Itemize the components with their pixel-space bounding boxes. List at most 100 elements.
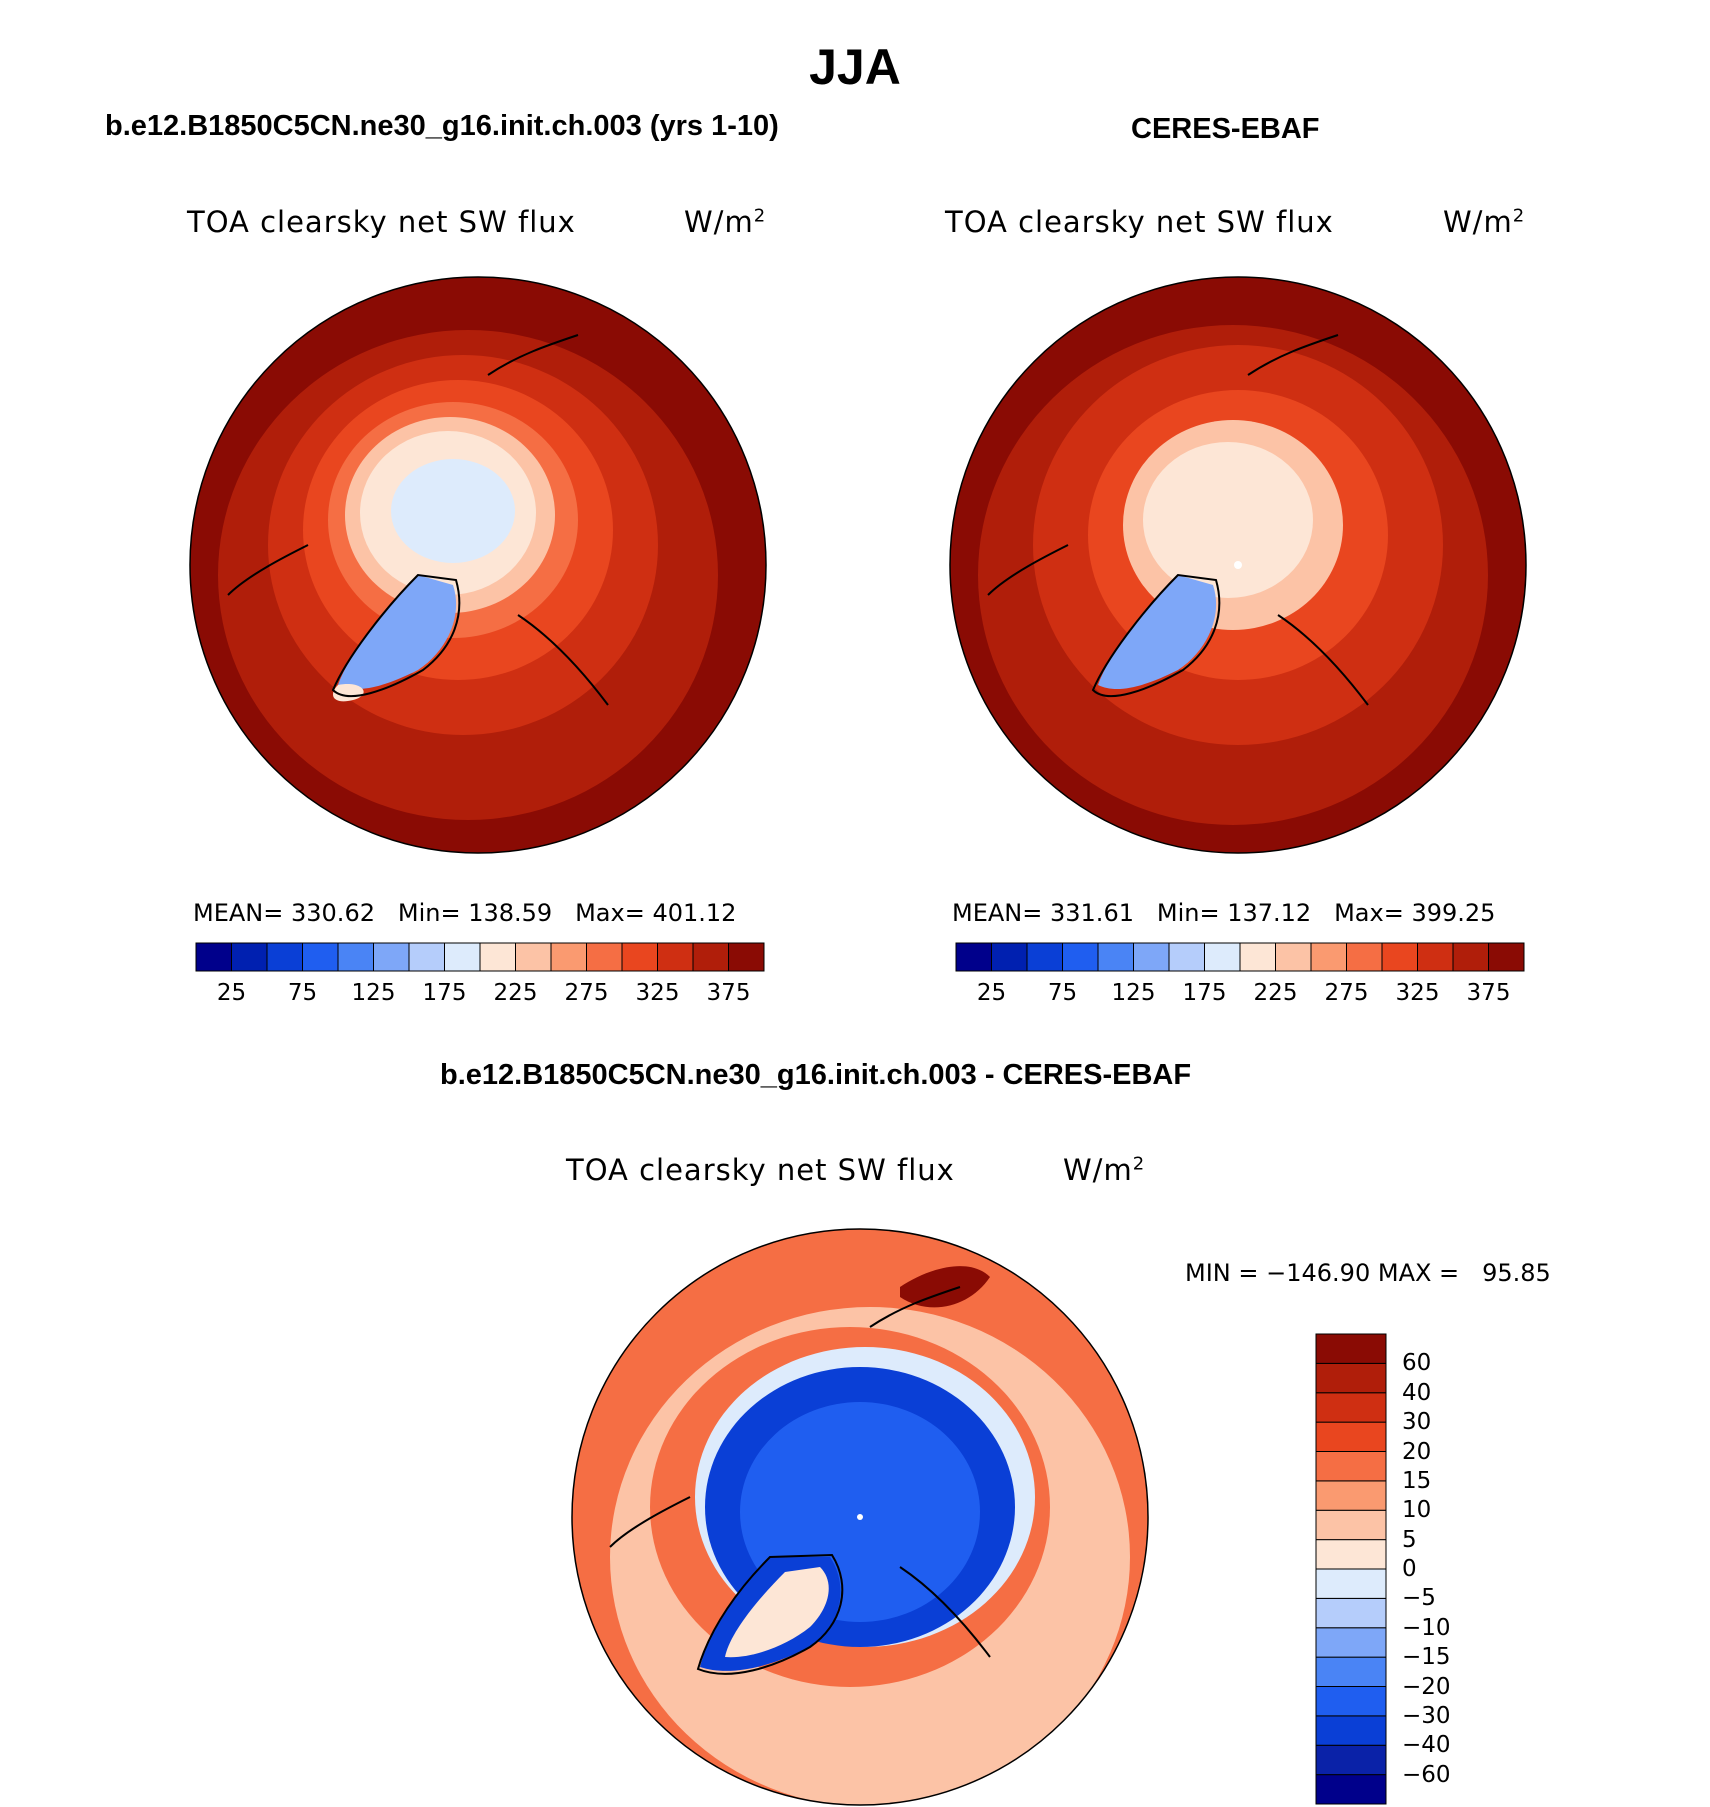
colorbar-swatch: [1315, 1362, 1387, 1394]
colorbar-swatch: [1315, 1744, 1387, 1776]
colorbar-swatch: [621, 942, 658, 972]
units-label: W/m2: [684, 205, 767, 239]
stats-line: MEAN= 330.62 Min= 138.59 Max= 401.12: [193, 899, 737, 927]
colorbar-swatch: [1315, 1715, 1387, 1746]
colorbar-tick-label: −30: [1402, 1702, 1451, 1729]
colorbar-swatch: [1315, 1392, 1387, 1423]
polar-map-model: [189, 276, 767, 854]
colorbar-ticks: −60 −40 −30 −20 −15 −10 −5 0 5 10 15 20 30 40 60: [1402, 1334, 1482, 1804]
colorbar-swatch: [231, 942, 268, 972]
colorbar-tick-label: 25: [976, 980, 1007, 1006]
colorbar-tick-label: 175: [1182, 980, 1227, 1006]
colorbar-swatch: [586, 942, 623, 972]
colorbar-swatch: [1315, 1597, 1387, 1629]
figure-title: JJA: [809, 39, 901, 95]
colorbar-tick-label: 325: [635, 980, 680, 1006]
colorbar-tick-label: 5: [1402, 1526, 1417, 1553]
colorbar-swatch: [1315, 1627, 1387, 1658]
colorbar-swatch: [955, 942, 992, 972]
colorbar-swatch: [1315, 1509, 1387, 1541]
colorbar-swatch: [515, 942, 552, 972]
colorbar-swatch: [373, 942, 410, 972]
colorbar-swatch: [1315, 1568, 1387, 1599]
colorbar-tick-label: 15: [1402, 1467, 1432, 1494]
colorbar-swatch: [728, 942, 765, 972]
colorbar-model: [195, 942, 765, 972]
colorbar-swatch: [1315, 1451, 1387, 1482]
colorbar-tick-label: 225: [493, 980, 538, 1006]
stats-line: MIN = −146.90 MAX = 95.85: [1185, 1259, 1551, 1287]
colorbar-tick-label: 175: [422, 980, 467, 1006]
stats-line: MEAN= 331.61 Min= 137.12 Max= 399.25: [952, 899, 1496, 927]
colorbar-difference: [1315, 1333, 1387, 1805]
colorbar-swatch: [195, 942, 232, 972]
colorbar-tick-label: −15: [1402, 1644, 1451, 1671]
colorbar-swatch: [408, 942, 445, 972]
colorbar-ticks: 25 75 125 175 225 275 325 375: [956, 980, 1524, 1010]
variable-label: TOA clearsky net SW flux: [187, 205, 576, 239]
colorbar-tick-label: 75: [1047, 980, 1078, 1006]
colorbar-swatch: [444, 942, 481, 972]
colorbar-swatch: [1204, 942, 1241, 972]
colorbar-swatch: [266, 942, 303, 972]
panel-title-obs: CERES-EBAF: [1131, 113, 1320, 145]
colorbar-swatch: [1315, 1656, 1387, 1687]
colorbar-swatch: [1239, 942, 1276, 972]
colorbar-tick-label: 40: [1402, 1379, 1432, 1406]
colorbar-swatch: [1346, 942, 1383, 972]
colorbar-swatch: [1310, 942, 1347, 972]
colorbar-swatch: [692, 942, 729, 972]
colorbar-tick-label: 0: [1402, 1556, 1417, 1582]
colorbar-swatch: [1452, 942, 1489, 972]
colorbar-swatch: [302, 942, 339, 972]
variable-label: TOA clearsky net SW flux: [566, 1153, 955, 1187]
colorbar-obs: [955, 942, 1525, 972]
colorbar-tick-label: 30: [1402, 1409, 1432, 1436]
colorbar-swatch: [550, 942, 587, 972]
colorbar-tick-label: 225: [1253, 980, 1298, 1006]
panel-title-model: b.e12.B1850C5CN.ne30_g16.init.ch.003 (yr…: [105, 110, 779, 142]
colorbar-tick-label: −20: [1402, 1673, 1451, 1700]
colorbar-swatch: [1315, 1686, 1387, 1717]
colorbar-tick-label: 375: [706, 980, 751, 1006]
colorbar-swatch: [991, 942, 1028, 972]
units-label: W/m2: [1063, 1153, 1146, 1187]
colorbar-tick-label: 275: [1324, 980, 1369, 1006]
colorbar-swatch: [1315, 1333, 1387, 1364]
colorbar-tick-label: 10: [1402, 1497, 1432, 1524]
colorbar-tick-label: 375: [1466, 980, 1511, 1006]
colorbar-tick-label: 125: [351, 980, 396, 1006]
colorbar-tick-label: −40: [1402, 1732, 1451, 1759]
colorbar-tick-label: 20: [1402, 1438, 1432, 1465]
colorbar-swatch: [1417, 942, 1454, 972]
colorbar-swatch: [657, 942, 694, 972]
colorbar-swatch: [1133, 942, 1170, 972]
colorbar-tick-label: −5: [1402, 1585, 1436, 1612]
colorbar-swatch: [1097, 942, 1134, 972]
colorbar-swatch: [337, 942, 374, 972]
colorbar-tick-label: 25: [216, 980, 247, 1006]
variable-label: TOA clearsky net SW flux: [945, 205, 1334, 239]
colorbar-swatch: [1026, 942, 1063, 972]
colorbar-swatch: [1315, 1774, 1387, 1805]
colorbar-tick-label: 275: [564, 980, 609, 1006]
colorbar-tick-label: 125: [1111, 980, 1156, 1006]
colorbar-swatch: [479, 942, 516, 972]
colorbar-swatch: [1488, 942, 1525, 972]
units-label: W/m2: [1443, 205, 1526, 239]
colorbar-swatch: [1315, 1539, 1387, 1570]
colorbar-tick-label: 60: [1402, 1350, 1432, 1377]
panel-title-diff: b.e12.B1850C5CN.ne30_g16.init.ch.003 - C…: [440, 1059, 1192, 1091]
colorbar-swatch: [1062, 942, 1099, 972]
colorbar-ticks: 25 75 125 175 225 275 325 375: [196, 980, 764, 1010]
colorbar-swatch: [1381, 942, 1418, 972]
colorbar-tick-label: 75: [287, 980, 318, 1006]
colorbar-tick-label: −60: [1402, 1761, 1451, 1788]
polar-map-obs: [949, 276, 1527, 854]
colorbar-swatch: [1168, 942, 1205, 972]
colorbar-swatch: [1315, 1480, 1387, 1511]
colorbar-swatch: [1315, 1421, 1387, 1452]
colorbar-swatch: [1275, 942, 1312, 972]
polar-map-difference: [571, 1228, 1149, 1806]
colorbar-tick-label: 325: [1395, 980, 1440, 1006]
